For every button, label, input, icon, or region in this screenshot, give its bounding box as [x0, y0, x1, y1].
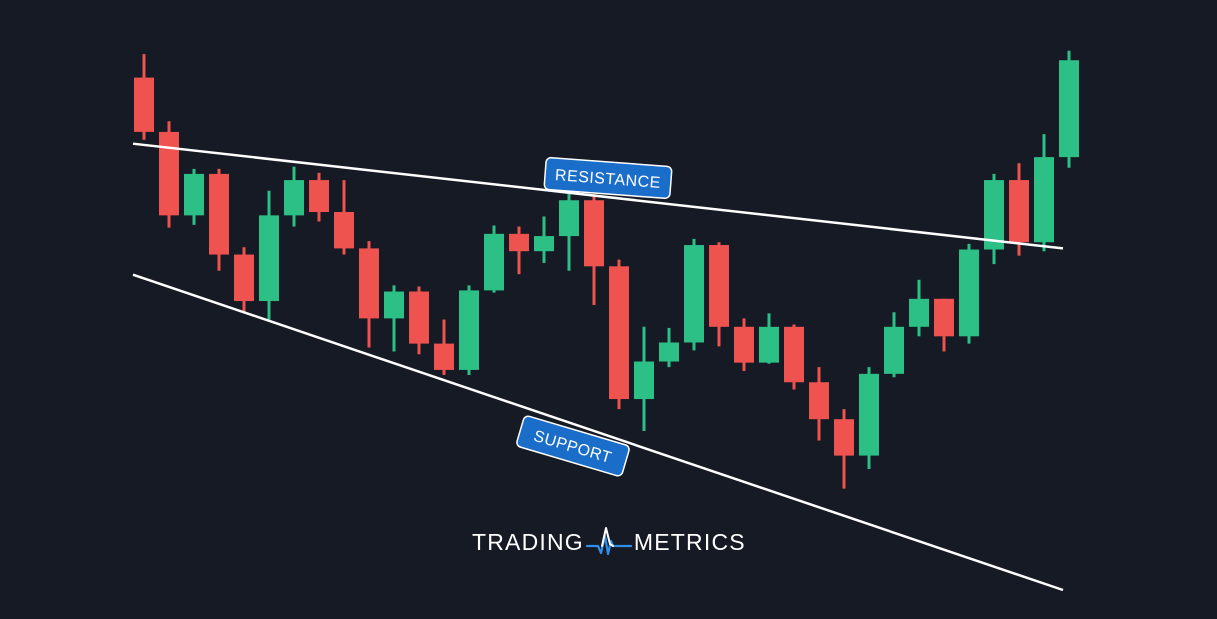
candle-body-bearish [509, 233, 529, 252]
candle-body-bearish [134, 77, 154, 132]
candle-body-bearish [209, 173, 229, 255]
candle-body-bearish [159, 131, 179, 216]
candle [184, 168, 204, 225]
waveform-icon [585, 527, 632, 556]
support-label-box [516, 415, 630, 477]
logo-left-text: TRADING [472, 528, 584, 555]
candle [759, 313, 779, 364]
candle-body-bullish [1059, 60, 1079, 158]
candle [459, 285, 479, 375]
candle [809, 367, 829, 441]
candle-body-bullish [984, 180, 1004, 250]
support-line [132, 273, 1064, 592]
candle [359, 241, 379, 348]
candle [959, 243, 979, 344]
candle [384, 285, 404, 352]
candle-body-bullish [884, 326, 904, 374]
candle-body-bullish [459, 290, 479, 370]
candle-body-bearish [359, 248, 379, 319]
candle-body-bullish [259, 215, 279, 302]
candle-body-bearish [734, 326, 754, 363]
candle-body-bullish [284, 180, 304, 216]
candle-body-bullish [559, 200, 579, 237]
candle [409, 286, 429, 355]
candle [734, 318, 754, 372]
candle [284, 166, 304, 227]
candle [159, 121, 179, 228]
candle [634, 326, 654, 431]
logo-right-text: METRICS [633, 528, 746, 555]
candle-body-bearish [409, 291, 429, 344]
candle [334, 180, 354, 255]
candle-body-bearish [934, 298, 954, 337]
candle [559, 194, 579, 271]
trading-metrics-logo: TRADING METRICS [472, 522, 746, 562]
candle [884, 312, 904, 378]
candle-body-bullish [959, 249, 979, 337]
candle-body-bullish [184, 173, 204, 216]
candle [859, 367, 879, 470]
candle [609, 259, 629, 410]
resistance-label: RESISTANCE [543, 156, 673, 200]
candle-body-bullish [634, 361, 654, 400]
candle-body-bearish [334, 212, 354, 249]
candle-body-bearish [584, 200, 604, 267]
candle-body-bullish [484, 233, 504, 291]
candle-body-bearish [784, 326, 804, 383]
candle-body-bearish [709, 245, 729, 327]
trendlines-group [132, 142, 1064, 592]
candle-body-bullish [759, 326, 779, 363]
candle [309, 172, 329, 222]
candle [434, 319, 454, 375]
candle [509, 226, 529, 275]
candle [534, 216, 554, 263]
candle-body-bearish [809, 382, 829, 420]
candle [684, 238, 704, 351]
candle [134, 54, 154, 140]
candle [909, 279, 929, 337]
candle-body-bullish [684, 245, 704, 343]
candle-body-bearish [434, 343, 454, 370]
candle [984, 173, 1004, 265]
candle [1059, 50, 1079, 168]
candle-body-bearish [609, 266, 629, 400]
candle [584, 194, 604, 305]
candle [784, 324, 804, 390]
candle-body-bearish [834, 419, 854, 456]
resistance-line [132, 142, 1064, 250]
candle [1009, 163, 1029, 256]
candle [834, 409, 854, 489]
candles-group [134, 50, 1079, 489]
candle-body-bullish [659, 342, 679, 362]
candle [484, 225, 504, 293]
candle [934, 298, 954, 352]
candle-body-bullish [384, 291, 404, 319]
candle [259, 190, 279, 320]
resistance-label-box [543, 156, 673, 200]
candle [659, 327, 679, 368]
candle-body-bearish [1009, 180, 1029, 243]
candle-body-bullish [909, 298, 929, 327]
candle [209, 168, 229, 271]
candle-body-bearish [234, 254, 254, 302]
candle [709, 242, 729, 347]
candle-body-bullish [534, 236, 554, 252]
candle-body-bullish [859, 373, 879, 456]
candle-body-bullish [1034, 157, 1054, 243]
candle [234, 247, 254, 313]
candle [1034, 134, 1054, 252]
candle-body-bearish [309, 180, 329, 212]
